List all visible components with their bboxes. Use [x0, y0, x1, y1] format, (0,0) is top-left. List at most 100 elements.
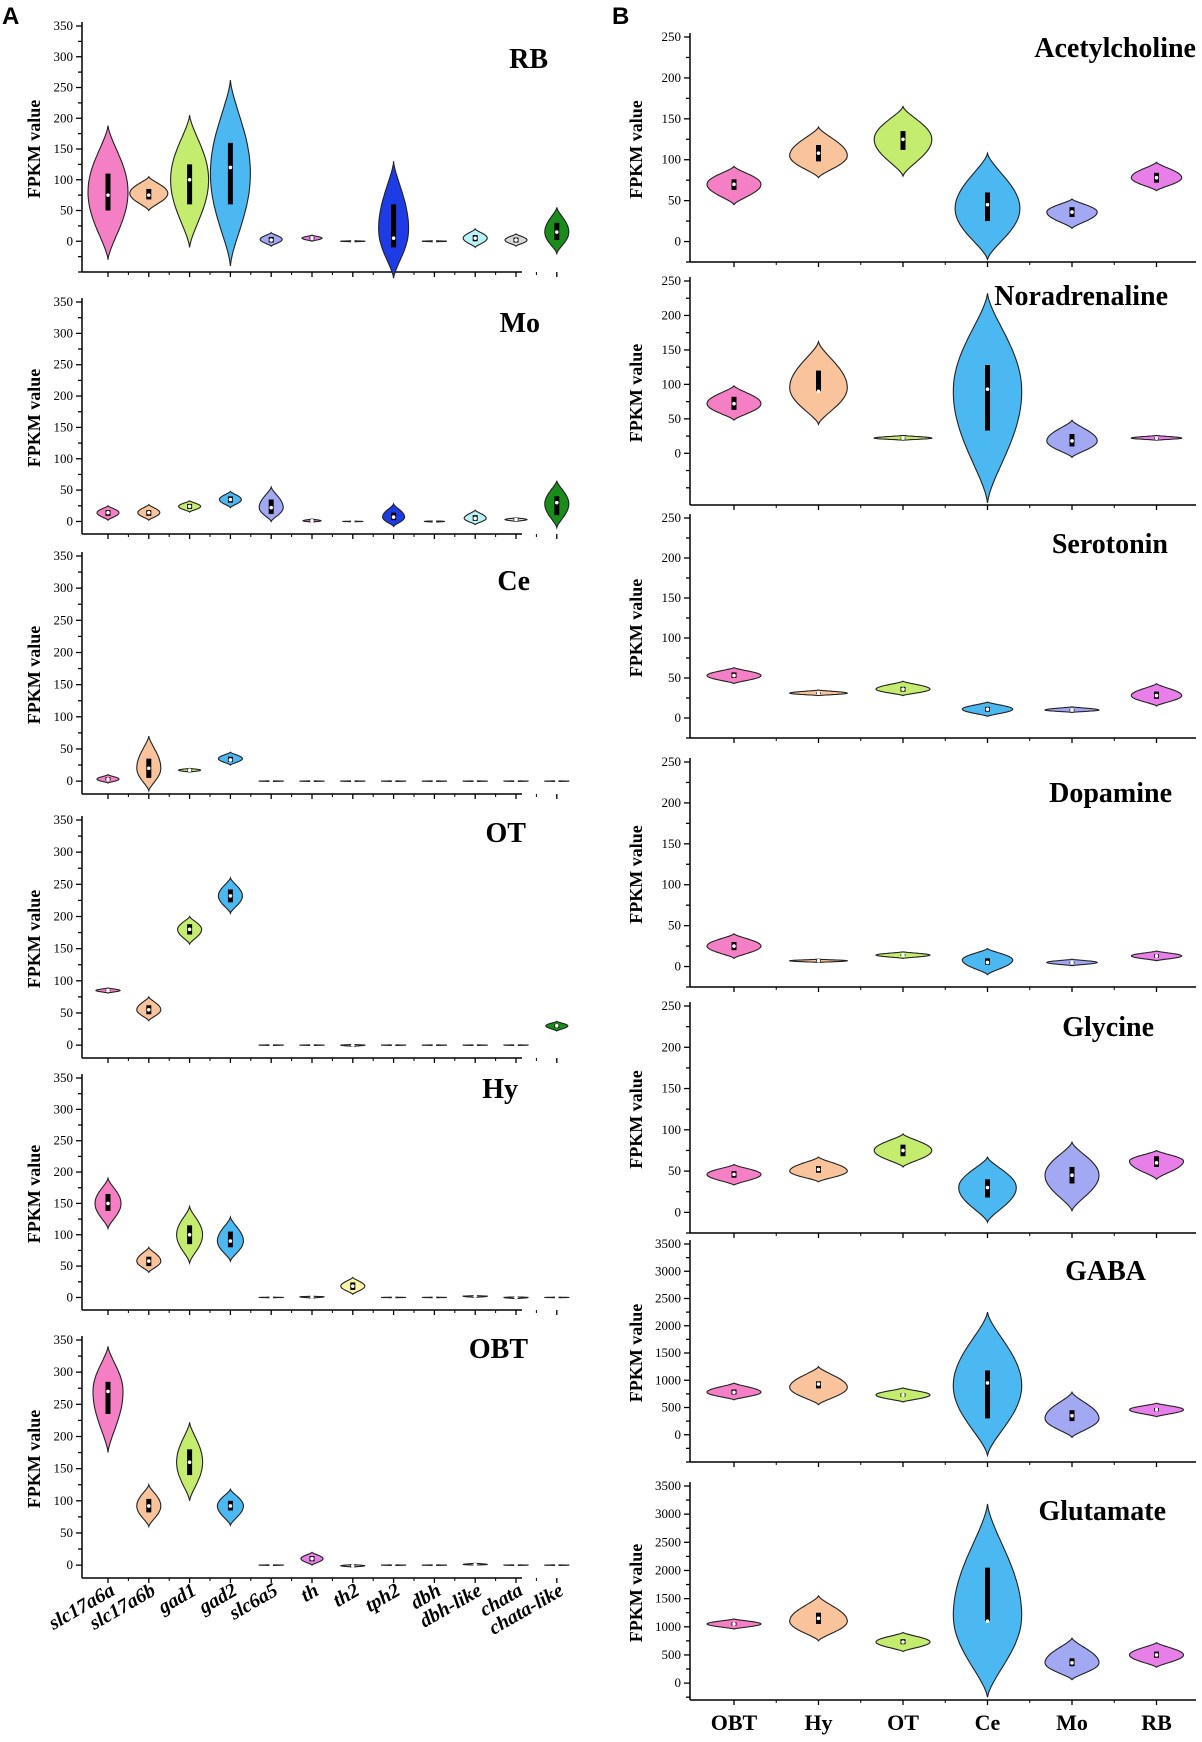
y-tick-label: 500 [662, 1400, 682, 1415]
violin-median-dot [473, 1294, 478, 1299]
violin-charts: 0 50 100 150 200 250 300 350 FPKM value RB 0 50 100 1… [24, 18, 1196, 1735]
violin-median-dot [732, 944, 736, 948]
y-tick-label: 50 [60, 482, 73, 497]
violin-median-dot [732, 401, 736, 406]
panel-b-label: B [612, 3, 629, 30]
violin-median-dot [432, 239, 437, 244]
y-tick-label: 250 [662, 273, 682, 288]
y-tick-label: 100 [662, 877, 682, 892]
violin-median-dot [514, 1295, 518, 1300]
violin-median-dot [310, 1295, 314, 1299]
y-axis-label: FPKM value [24, 100, 44, 198]
violin-median-dot [985, 707, 990, 711]
y-axis-label: FPKM value [24, 626, 44, 724]
panel-a-label: A [2, 3, 19, 30]
chart-glutamate: 0 500 1000 1500 2000 2500 3000 3500 FPKM value Gl… [626, 1478, 1196, 1705]
violin-iqr-bar [985, 1370, 990, 1419]
panel-title: Acetylcholine [1034, 33, 1196, 64]
violin-median-dot [732, 1622, 736, 1626]
y-tick-label: 250 [54, 357, 74, 372]
x-category-label-Mo: Mo [1056, 1710, 1088, 1735]
violin-median-dot [187, 504, 192, 509]
y-tick-label: 100 [662, 376, 682, 391]
violin-iqr-bar [105, 1381, 111, 1414]
violin-median-dot [514, 779, 518, 783]
violin-median-dot [1070, 960, 1074, 965]
violin-median-dot [391, 1563, 396, 1567]
violin-median-dot [1154, 693, 1159, 698]
y-tick-label: 250 [662, 998, 682, 1013]
y-tick-label: 100 [54, 1493, 74, 1508]
violin-median-dot [555, 230, 559, 234]
violin-median-dot [106, 988, 110, 993]
y-tick-label: 150 [54, 419, 74, 434]
y-tick-label: 200 [662, 795, 682, 810]
violin-median-dot [732, 1172, 736, 1177]
x-category-label-th2: th2 [329, 1579, 363, 1611]
violin-median-dot [310, 779, 314, 783]
violin-median-dot [1154, 1161, 1159, 1165]
violin-median-dot [901, 137, 905, 142]
y-tick-label: 1500 [655, 1591, 681, 1606]
violin-median-dot [228, 1239, 233, 1243]
y-tick-label: 3000 [655, 1506, 681, 1521]
chart-ce: 0 50 100 150 200 250 300 350 FPKM value Ce [24, 548, 570, 799]
violin-iqr-bar [227, 142, 233, 205]
y-tick-label: 150 [662, 342, 682, 357]
panel-title: Glycine [1062, 1012, 1154, 1043]
violin-median-dot [985, 1185, 990, 1190]
chart-glycine: 0 50 100 150 200 250 FPKM value Glycine [626, 998, 1196, 1238]
y-tick-label: 100 [54, 709, 74, 724]
violin-median-dot [985, 960, 990, 965]
violin-median-dot [147, 766, 151, 771]
violin-median-dot [432, 1043, 437, 1047]
violin-median-dot [391, 1043, 396, 1047]
violin-median-dot [269, 238, 274, 242]
violin-median-dot [391, 236, 396, 240]
chart-hy: 0 50 100 150 200 250 300 350 FPKM value Hy [24, 1070, 570, 1315]
violin-median-dot [269, 1295, 274, 1300]
violin-iqr-bar [985, 365, 990, 431]
y-tick-label: 50 [668, 411, 681, 426]
violin-median-dot [985, 1381, 990, 1385]
y-tick-label: 100 [662, 630, 682, 645]
violin-median-dot [1154, 1653, 1159, 1657]
violin-median-dot [816, 1616, 821, 1621]
violin-median-dot [351, 779, 355, 783]
y-tick-label: 150 [662, 590, 682, 605]
panel-title: Noradrenaline [994, 281, 1168, 312]
chart-mo: 0 50 100 150 200 250 300 350 FPKM value Mo [24, 294, 570, 539]
violin-median-dot [351, 1043, 355, 1047]
violin-median-dot [985, 387, 990, 392]
y-tick-label: 100 [54, 172, 74, 187]
chart-noradrenaline: 0 50 100 150 200 250 FPKM value Noradrenaline [626, 273, 1196, 510]
y-tick-label: 300 [54, 49, 74, 64]
y-axis-label: FPKM value [24, 369, 44, 467]
violin-median-dot [901, 1148, 905, 1153]
violin-median-dot [187, 1460, 192, 1465]
y-tick-label: 100 [662, 1122, 682, 1137]
violin-median-dot [432, 519, 437, 524]
x-category-label-Hy: Hy [804, 1710, 832, 1735]
violin-iqr-bar [985, 1567, 990, 1622]
y-tick-label: 200 [662, 550, 682, 565]
violin-median-dot [901, 953, 905, 957]
violin-median-dot [901, 436, 905, 440]
violin-median-dot [351, 1563, 355, 1568]
violin-median-dot [269, 1563, 274, 1567]
chart-ot: 0 50 100 150 200 250 300 350 FPKM value OT [24, 812, 569, 1063]
violin-median-dot [147, 510, 151, 515]
violin-median-dot [816, 959, 821, 963]
y-tick-label: 250 [662, 510, 682, 525]
violin-median-dot [985, 1619, 990, 1623]
violin-median-dot [228, 165, 233, 170]
y-tick-label: 200 [54, 908, 74, 923]
violin-median-dot [187, 927, 192, 932]
y-axis-label: FPKM value [626, 100, 646, 198]
violin-iqr-bar [816, 370, 821, 392]
y-tick-label: 350 [54, 294, 74, 309]
violin-median-dot [1070, 1173, 1074, 1178]
violin-median-dot [985, 202, 990, 207]
panel-title: Glutamate [1038, 1496, 1166, 1527]
